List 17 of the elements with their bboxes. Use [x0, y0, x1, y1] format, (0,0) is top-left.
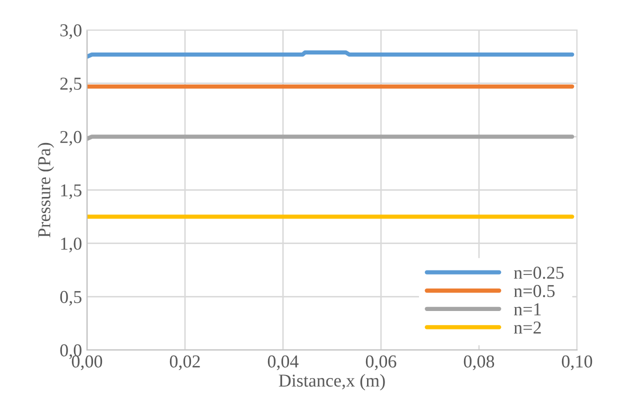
y-tick-label: 1,5 [61, 184, 82, 200]
y-tick-label: 2,5 [60, 78, 82, 92]
y-tick-label: 1,0 [61, 238, 82, 252]
x-tick-label: 0,06 [366, 355, 396, 370]
legend-label: n=1 [514, 303, 541, 316]
y-tick-label: 3,0 [60, 24, 82, 40]
y-tick-label: 0,5 [60, 290, 82, 306]
y-tick-label: 2,0 [60, 130, 82, 146]
legend-label: n=2 [514, 322, 541, 334]
legend-label: n=0.25 [514, 266, 564, 279]
x-axis-title: Distance,x (m) [278, 374, 385, 390]
y-axis-title: Pressure (Pa) [38, 142, 54, 238]
legend-label: n=0.5 [514, 284, 555, 298]
x-tick-label: 0,08 [464, 355, 494, 370]
x-tick-label: 0,04 [268, 355, 299, 370]
x-tick-label: 0,10 [562, 355, 592, 370]
x-tick-label: 0,02 [170, 355, 200, 370]
